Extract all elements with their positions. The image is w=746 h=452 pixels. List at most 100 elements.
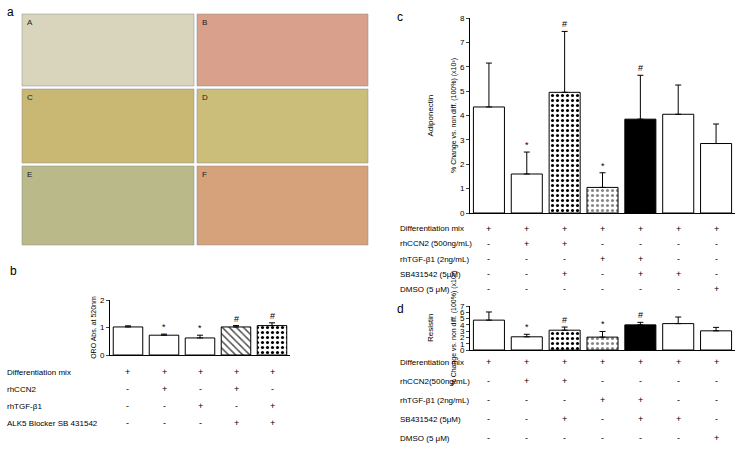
svg-text:#: # bbox=[638, 63, 643, 73]
svg-text:Resistin: Resistin bbox=[426, 314, 435, 342]
svg-text:-: - bbox=[677, 254, 680, 264]
svg-text:+: + bbox=[676, 357, 681, 367]
svg-text:-: - bbox=[487, 376, 490, 386]
svg-text:5: 5 bbox=[460, 87, 465, 96]
svg-text:3: 3 bbox=[460, 136, 465, 145]
svg-text:+: + bbox=[638, 254, 643, 264]
svg-text:+: + bbox=[162, 384, 167, 394]
svg-text:-: - bbox=[126, 401, 129, 411]
svg-text:-: - bbox=[677, 433, 680, 443]
svg-text:+: + bbox=[714, 284, 719, 294]
svg-text:DMSO (5 μM): DMSO (5 μM) bbox=[400, 285, 450, 294]
svg-text:rhTGF-β1: rhTGF-β1 bbox=[7, 402, 42, 411]
svg-text:3: 3 bbox=[460, 327, 465, 336]
svg-text:+: + bbox=[638, 395, 643, 405]
svg-text:+: + bbox=[270, 418, 275, 428]
svg-text:+: + bbox=[676, 269, 681, 279]
svg-text:-: - bbox=[601, 239, 604, 249]
svg-text:+: + bbox=[270, 401, 275, 411]
svg-text:-: - bbox=[677, 284, 680, 294]
svg-text:+: + bbox=[524, 376, 529, 386]
svg-text:+: + bbox=[234, 384, 239, 394]
svg-text:a: a bbox=[7, 5, 14, 19]
svg-text:Differentiation mix: Differentiation mix bbox=[400, 358, 464, 367]
svg-text:7: 7 bbox=[460, 302, 465, 311]
svg-text:+: + bbox=[714, 224, 719, 234]
svg-text:b: b bbox=[10, 264, 17, 278]
svg-text:% Change vs. non diff. (100%): % Change vs. non diff. (100%) (x10³) bbox=[450, 58, 458, 173]
svg-text:+: + bbox=[125, 367, 130, 377]
svg-text:+: + bbox=[162, 367, 167, 377]
svg-text:+: + bbox=[198, 401, 203, 411]
svg-text:*: * bbox=[525, 140, 529, 150]
svg-text:4: 4 bbox=[460, 321, 465, 330]
svg-text:ORO Abs. at 520nm: ORO Abs. at 520nm bbox=[90, 296, 97, 359]
svg-text:#: # bbox=[270, 311, 275, 321]
svg-text:-: - bbox=[525, 414, 528, 424]
svg-text:+: + bbox=[524, 357, 529, 367]
svg-text:7: 7 bbox=[460, 38, 465, 47]
svg-text:#: # bbox=[562, 19, 567, 29]
svg-text:8: 8 bbox=[460, 14, 465, 23]
svg-text:-: - bbox=[126, 384, 129, 394]
svg-text:*: * bbox=[162, 322, 166, 332]
svg-text:A: A bbox=[27, 18, 33, 27]
svg-text:2: 2 bbox=[460, 160, 465, 169]
svg-text:1: 1 bbox=[460, 184, 465, 193]
svg-text:-: - bbox=[563, 395, 566, 405]
svg-text:ALK5 Blocker SB 431542: ALK5 Blocker SB 431542 bbox=[7, 419, 98, 428]
svg-text:+: + bbox=[638, 357, 643, 367]
svg-text:rhCCN2(500ng/mL): rhCCN2(500ng/mL) bbox=[400, 377, 470, 386]
svg-text:+: + bbox=[486, 224, 491, 234]
svg-text:+: + bbox=[198, 367, 203, 377]
svg-text:+: + bbox=[676, 224, 681, 234]
svg-text:0: 0 bbox=[100, 351, 105, 360]
svg-text:#: # bbox=[638, 310, 643, 320]
svg-text:+: + bbox=[270, 367, 275, 377]
svg-text:-: - bbox=[715, 376, 718, 386]
svg-text:-: - bbox=[601, 376, 604, 386]
svg-text:+: + bbox=[562, 269, 567, 279]
svg-text:Differentiation mix: Differentiation mix bbox=[400, 224, 464, 233]
svg-text:*: * bbox=[601, 161, 605, 171]
svg-text:+: + bbox=[714, 357, 719, 367]
svg-text:-: - bbox=[639, 239, 642, 249]
svg-text:rhCCN2 (500ng/mL): rhCCN2 (500ng/mL) bbox=[400, 239, 472, 248]
svg-text:-: - bbox=[715, 269, 718, 279]
svg-text:-: - bbox=[715, 395, 718, 405]
svg-text:+: + bbox=[524, 239, 529, 249]
svg-text:-: - bbox=[487, 239, 490, 249]
svg-text:4: 4 bbox=[460, 111, 465, 120]
svg-text:0: 0 bbox=[460, 209, 465, 218]
svg-text:-: - bbox=[126, 418, 129, 428]
svg-text:c: c bbox=[397, 10, 403, 24]
svg-text:-: - bbox=[601, 414, 604, 424]
svg-text:d: d bbox=[397, 302, 404, 316]
svg-text:+: + bbox=[562, 357, 567, 367]
svg-text:+: + bbox=[234, 367, 239, 377]
svg-text:-: - bbox=[563, 433, 566, 443]
svg-text:-: - bbox=[487, 284, 490, 294]
svg-text:+: + bbox=[524, 224, 529, 234]
svg-text:0: 0 bbox=[460, 346, 465, 355]
svg-text:D: D bbox=[202, 93, 208, 102]
svg-text:+: + bbox=[638, 224, 643, 234]
svg-text:-: - bbox=[199, 418, 202, 428]
svg-text:1: 1 bbox=[460, 340, 465, 349]
svg-text:-: - bbox=[715, 239, 718, 249]
svg-text:+: + bbox=[562, 376, 567, 386]
svg-text:rhTGF-β1 (2ng/mL): rhTGF-β1 (2ng/mL) bbox=[400, 396, 469, 405]
svg-text:E: E bbox=[27, 170, 32, 179]
svg-text:-: - bbox=[163, 418, 166, 428]
svg-text:-: - bbox=[601, 284, 604, 294]
svg-text:5: 5 bbox=[460, 314, 465, 323]
svg-text:+: + bbox=[638, 269, 643, 279]
svg-text:+: + bbox=[638, 414, 643, 424]
svg-text:6: 6 bbox=[460, 63, 465, 72]
svg-text:+: + bbox=[600, 224, 605, 234]
svg-text:-: - bbox=[601, 433, 604, 443]
svg-text:*: * bbox=[601, 319, 605, 329]
svg-text:B: B bbox=[202, 18, 207, 27]
svg-text:-: - bbox=[525, 395, 528, 405]
svg-text:-: - bbox=[487, 414, 490, 424]
